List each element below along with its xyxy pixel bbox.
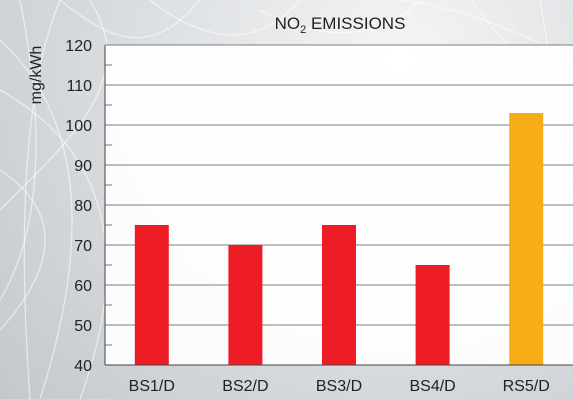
y-tick-label: 100 — [65, 118, 92, 135]
x-tick-labels: BS1/D BS2/D BS3/D BS4/D RS5/D — [129, 378, 550, 395]
bars-group — [134, 113, 544, 365]
chart-title-subscript: 2 — [300, 24, 306, 36]
y-tick-label: 50 — [74, 318, 92, 335]
chart-title: NO2 EMISSIONS — [275, 14, 406, 36]
chart-title-rest: EMISSIONS — [306, 14, 405, 33]
bar — [322, 225, 356, 365]
x-tick-label: BS2/D — [222, 378, 268, 395]
chart-title-main: NO — [275, 14, 301, 33]
y-axis-label: mg/kWh — [28, 46, 45, 105]
y-tick-label: 70 — [74, 238, 92, 255]
y-tick-label: 60 — [74, 278, 92, 295]
x-tick-label: BS4/D — [409, 378, 455, 395]
axis-group — [104, 45, 573, 366]
bar — [134, 225, 169, 365]
y-tick-label: 110 — [66, 78, 92, 95]
bar — [228, 245, 263, 365]
y-tick-label: 90 — [74, 158, 92, 175]
y-tick-label: 120 — [65, 38, 92, 55]
bar — [509, 113, 544, 365]
x-tick-label: BS1/D — [129, 378, 175, 395]
y-tick-label: 80 — [74, 198, 92, 215]
y-tick-label: 40 — [74, 358, 92, 375]
x-tick-label: BS3/D — [316, 378, 362, 395]
bar — [415, 265, 450, 365]
x-tick-label: RS5/D — [503, 378, 550, 395]
y-tick-labels: 40 50 60 70 80 90 100 110 120 — [65, 38, 92, 375]
